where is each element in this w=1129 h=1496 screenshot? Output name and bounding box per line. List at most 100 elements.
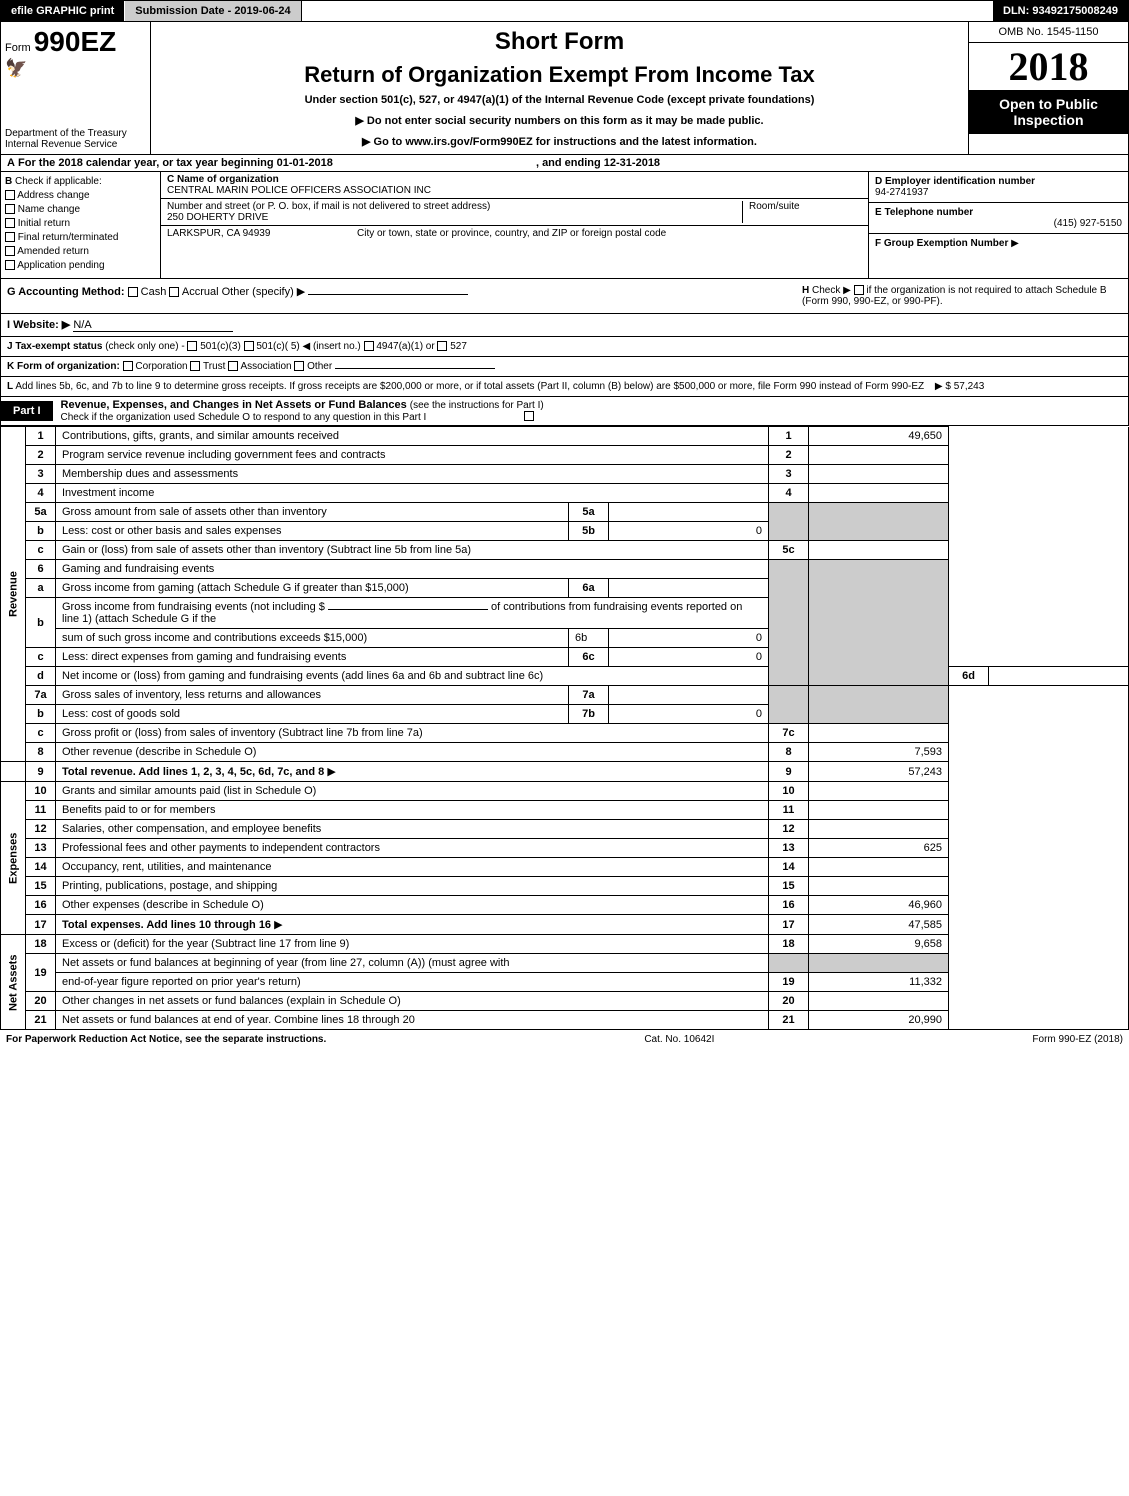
l6a-desc: Gross income from gaming (attach Schedul… — [56, 579, 569, 598]
l15-desc: Printing, publications, postage, and shi… — [56, 877, 769, 896]
chk-cash[interactable] — [128, 287, 138, 297]
dept-treasury: Department of the Treasury — [5, 128, 146, 139]
chk-accrual[interactable] — [169, 287, 179, 297]
l7a-desc: Gross sales of inventory, less returns a… — [56, 686, 569, 705]
chk-527[interactable] — [437, 341, 447, 351]
h-label: H — [802, 285, 809, 296]
l6b-input[interactable] — [328, 609, 488, 610]
l20-num: 20 — [26, 992, 56, 1011]
part1-title: Revenue, Expenses, and Changes in Net As… — [61, 399, 407, 411]
l7a-mn: 7a — [569, 686, 609, 705]
l16-num: 16 — [26, 896, 56, 915]
l21-rv: 20,990 — [809, 1011, 949, 1030]
website: N/A — [73, 319, 233, 332]
col-def: D Employer identification number 94-2741… — [868, 172, 1128, 278]
chk-schedule-o[interactable] — [524, 411, 534, 421]
tax-year: 2018 — [969, 43, 1128, 90]
l17-rn: 17 — [769, 915, 809, 935]
l6c-mv: 0 — [609, 648, 769, 667]
l3-num: 3 — [26, 465, 56, 484]
top-bar: efile GRAPHIC print Submission Date - 20… — [0, 0, 1129, 22]
part1-tab: Part I — [1, 401, 53, 421]
l9-rn: 9 — [769, 762, 809, 782]
l10-desc: Grants and similar amounts paid (list in… — [56, 782, 769, 801]
efile-print-button[interactable]: efile GRAPHIC print — [1, 1, 125, 21]
l14-rv — [809, 858, 949, 877]
l7a-mv — [609, 686, 769, 705]
l7b-mn: 7b — [569, 705, 609, 724]
dept-irs: Internal Revenue Service — [5, 139, 146, 150]
g-other-input[interactable] — [308, 294, 468, 295]
l2-rv — [809, 446, 949, 465]
l14-rn: 14 — [769, 858, 809, 877]
l14-desc: Occupancy, rent, utilities, and maintena… — [56, 858, 769, 877]
l6b-num: b — [26, 598, 56, 648]
chk-501c3[interactable] — [187, 341, 197, 351]
l21-num: 21 — [26, 1011, 56, 1030]
l6b-desc3: sum of such gross income and contributio… — [56, 629, 569, 648]
ein: 94-2741937 — [875, 187, 928, 198]
row-a-text: For the 2018 calendar year, or tax year … — [18, 157, 333, 169]
g-accrual: Accrual — [182, 286, 219, 298]
chk-501c[interactable] — [244, 341, 254, 351]
chk-corp[interactable] — [123, 361, 133, 371]
chk-final-return[interactable]: Final return/terminated — [5, 232, 156, 243]
l4-rn: 4 — [769, 484, 809, 503]
short-form-title: Short Form — [157, 28, 962, 56]
j-label: J Tax-exempt status — [7, 341, 102, 352]
l17-num: 17 — [26, 915, 56, 935]
l5b-num: b — [26, 522, 56, 541]
l6b-desc1: Gross income from fundraising events (no… — [62, 601, 325, 613]
row-i: I Website: ▶ N/A — [0, 314, 1129, 337]
l7c-rv — [809, 724, 949, 743]
l20-rv — [809, 992, 949, 1011]
chk-4947[interactable] — [364, 341, 374, 351]
footer-left: For Paperwork Reduction Act Notice, see … — [6, 1034, 326, 1045]
l6c-mn: 6c — [569, 648, 609, 667]
row-k: K Form of organization: Corporation Trus… — [0, 357, 1129, 377]
footer-right: Form 990-EZ (2018) — [1032, 1034, 1123, 1045]
l20-rn: 20 — [769, 992, 809, 1011]
e-label: E Telephone number — [875, 207, 973, 218]
dln: DLN: 93492175008249 — [993, 1, 1128, 21]
l2-rn: 2 — [769, 446, 809, 465]
l7c-rn: 7c — [769, 724, 809, 743]
goto-link[interactable]: ▶ Go to www.irs.gov/Form990EZ for instru… — [157, 135, 962, 148]
chk-trust[interactable] — [190, 361, 200, 371]
l7b-mv: 0 — [609, 705, 769, 724]
chk-other-org[interactable] — [294, 361, 304, 371]
form-header: Form 990EZ 🦅 Department of the Treasury … — [0, 22, 1129, 155]
chk-h[interactable] — [854, 285, 864, 295]
k-corp: Corporation — [135, 361, 187, 372]
l5a-mn: 5a — [569, 503, 609, 522]
l7b-num: b — [26, 705, 56, 724]
g-other: Other (specify) ▶ — [222, 286, 306, 298]
l15-rn: 15 — [769, 877, 809, 896]
k-other-input[interactable] — [335, 368, 495, 369]
chk-address-change[interactable]: Address change — [5, 190, 156, 201]
row-a-prefix: A — [7, 157, 15, 169]
chk-application-pending[interactable]: Application pending — [5, 260, 156, 271]
l2-num: 2 — [26, 446, 56, 465]
l3-rn: 3 — [769, 465, 809, 484]
part1-sub: Check if the organization used Schedule … — [61, 412, 427, 423]
l4-num: 4 — [26, 484, 56, 503]
l13-desc: Professional fees and other payments to … — [56, 839, 769, 858]
chk-initial-return[interactable]: Initial return — [5, 218, 156, 229]
room-suite-label: Room/suite — [749, 201, 862, 212]
l10-num: 10 — [26, 782, 56, 801]
chk-amended-return[interactable]: Amended return — [5, 246, 156, 257]
l14-num: 14 — [26, 858, 56, 877]
l11-desc: Benefits paid to or for members — [56, 801, 769, 820]
chk-assoc[interactable] — [228, 361, 238, 371]
l19-desc2: end-of-year figure reported on prior yea… — [56, 973, 769, 992]
l6c-desc: Less: direct expenses from gaming and fu… — [56, 648, 569, 667]
chk-name-change[interactable]: Name change — [5, 204, 156, 215]
l16-rv: 46,960 — [809, 896, 949, 915]
l15-rv — [809, 877, 949, 896]
j-501c: 501(c)( 5) ◀ (insert no.) — [256, 341, 360, 352]
j-note: (check only one) - — [105, 341, 184, 352]
l6a-mn: 6a — [569, 579, 609, 598]
part1-table: Revenue 1 Contributions, gifts, grants, … — [0, 426, 1129, 1030]
l1-rv: 49,650 — [809, 427, 949, 446]
